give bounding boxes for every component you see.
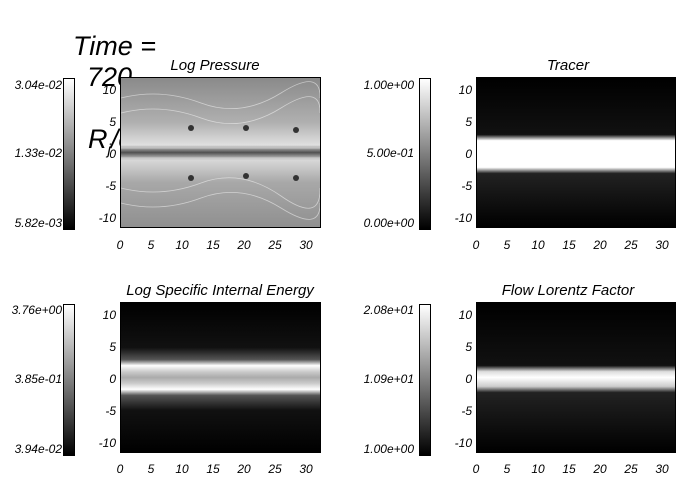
panel-title-tracer: Tracer [546,57,590,74]
cbar-max-pressure: 3.04e-02 [14,78,62,92]
xtick-e-30: 30 [299,462,313,476]
ytick-p-m5: -5 [105,179,116,193]
cbar-min-lorentz: 1.00e+00 [363,442,414,456]
xtick-t-20: 20 [593,238,607,252]
ytick-e-m5: -5 [105,404,116,418]
ytick-t-10: 10 [458,83,472,97]
unit-base: R [88,124,108,154]
xtick-e-10: 10 [175,462,189,476]
xtick-l-15: 15 [562,462,576,476]
ytick-t-m10: -10 [454,211,472,225]
cbar-min-pressure: 5.82e-03 [14,216,62,230]
xtick-l-10: 10 [531,462,545,476]
xtick-t-0: 0 [472,238,480,252]
plot-lorentz [476,302,676,453]
xtick-l-20: 20 [593,462,607,476]
cbar-mid-lorentz: 1.09e+01 [363,372,414,386]
ytick-e-m10: -10 [98,436,116,450]
xtick-l-30: 30 [655,462,669,476]
xtick-p-5: 5 [147,238,155,252]
plot-pressure [120,77,321,228]
ytick-t-m5: -5 [461,179,472,193]
xtick-t-25: 25 [624,238,638,252]
xtick-e-0: 0 [116,462,124,476]
xtick-e-20: 20 [237,462,251,476]
ytick-t-5: 5 [465,115,472,129]
time-label: Time = [73,31,157,61]
cbar-max-energy: 3.76e+00 [11,303,62,317]
xtick-t-15: 15 [562,238,576,252]
ytick-p-10: 10 [102,83,116,97]
xtick-p-25: 25 [268,238,282,252]
colorbar-pressure [63,78,75,230]
cbar-mid-energy: 3.85e-01 [14,372,62,386]
xtick-p-20: 20 [237,238,251,252]
panel-title-energy: Log Specific Internal Energy [126,282,314,299]
cbar-min-tracer: 0.00e+00 [363,216,414,230]
xtick-e-5: 5 [147,462,155,476]
ytick-l-0: 0 [465,372,472,386]
xtick-p-15: 15 [206,238,220,252]
plot-tracer [476,77,676,228]
colorbar-tracer [419,78,431,230]
cbar-mid-pressure: 1.33e-02 [14,146,62,160]
ytick-e-10: 10 [102,308,116,322]
ytick-e-0: 0 [109,372,116,386]
panel-title-lorentz: Flow Lorentz Factor [501,282,635,299]
plot-energy [120,302,321,453]
ytick-l-5: 5 [465,340,472,354]
ytick-p-0: 0 [109,147,116,161]
xtick-e-15: 15 [206,462,220,476]
panel-title-pressure: Log Pressure [170,57,260,74]
ytick-l-10: 10 [458,308,472,322]
xtick-p-10: 10 [175,238,189,252]
colorbar-lorentz [419,304,431,456]
ytick-l-m5: -5 [461,404,472,418]
colorbar-energy [63,304,75,456]
xtick-l-25: 25 [624,462,638,476]
xtick-l-5: 5 [503,462,511,476]
cbar-max-lorentz: 2.08e+01 [363,303,414,317]
ytick-p-m10: -10 [98,211,116,225]
xtick-t-30: 30 [655,238,669,252]
cbar-mid-tracer: 5.00e-01 [366,146,414,160]
ytick-t-0: 0 [465,147,472,161]
xtick-t-5: 5 [503,238,511,252]
cbar-min-energy: 3.94e-02 [14,442,62,456]
xtick-l-0: 0 [472,462,480,476]
xtick-e-25: 25 [268,462,282,476]
ytick-l-m10: -10 [454,436,472,450]
xtick-p-0: 0 [116,238,124,252]
ytick-p-5: 5 [109,115,116,129]
xtick-p-30: 30 [299,238,313,252]
cbar-max-tracer: 1.00e+00 [363,78,414,92]
ytick-e-5: 5 [109,340,116,354]
xtick-t-10: 10 [531,238,545,252]
unit-sub: j [107,141,111,159]
